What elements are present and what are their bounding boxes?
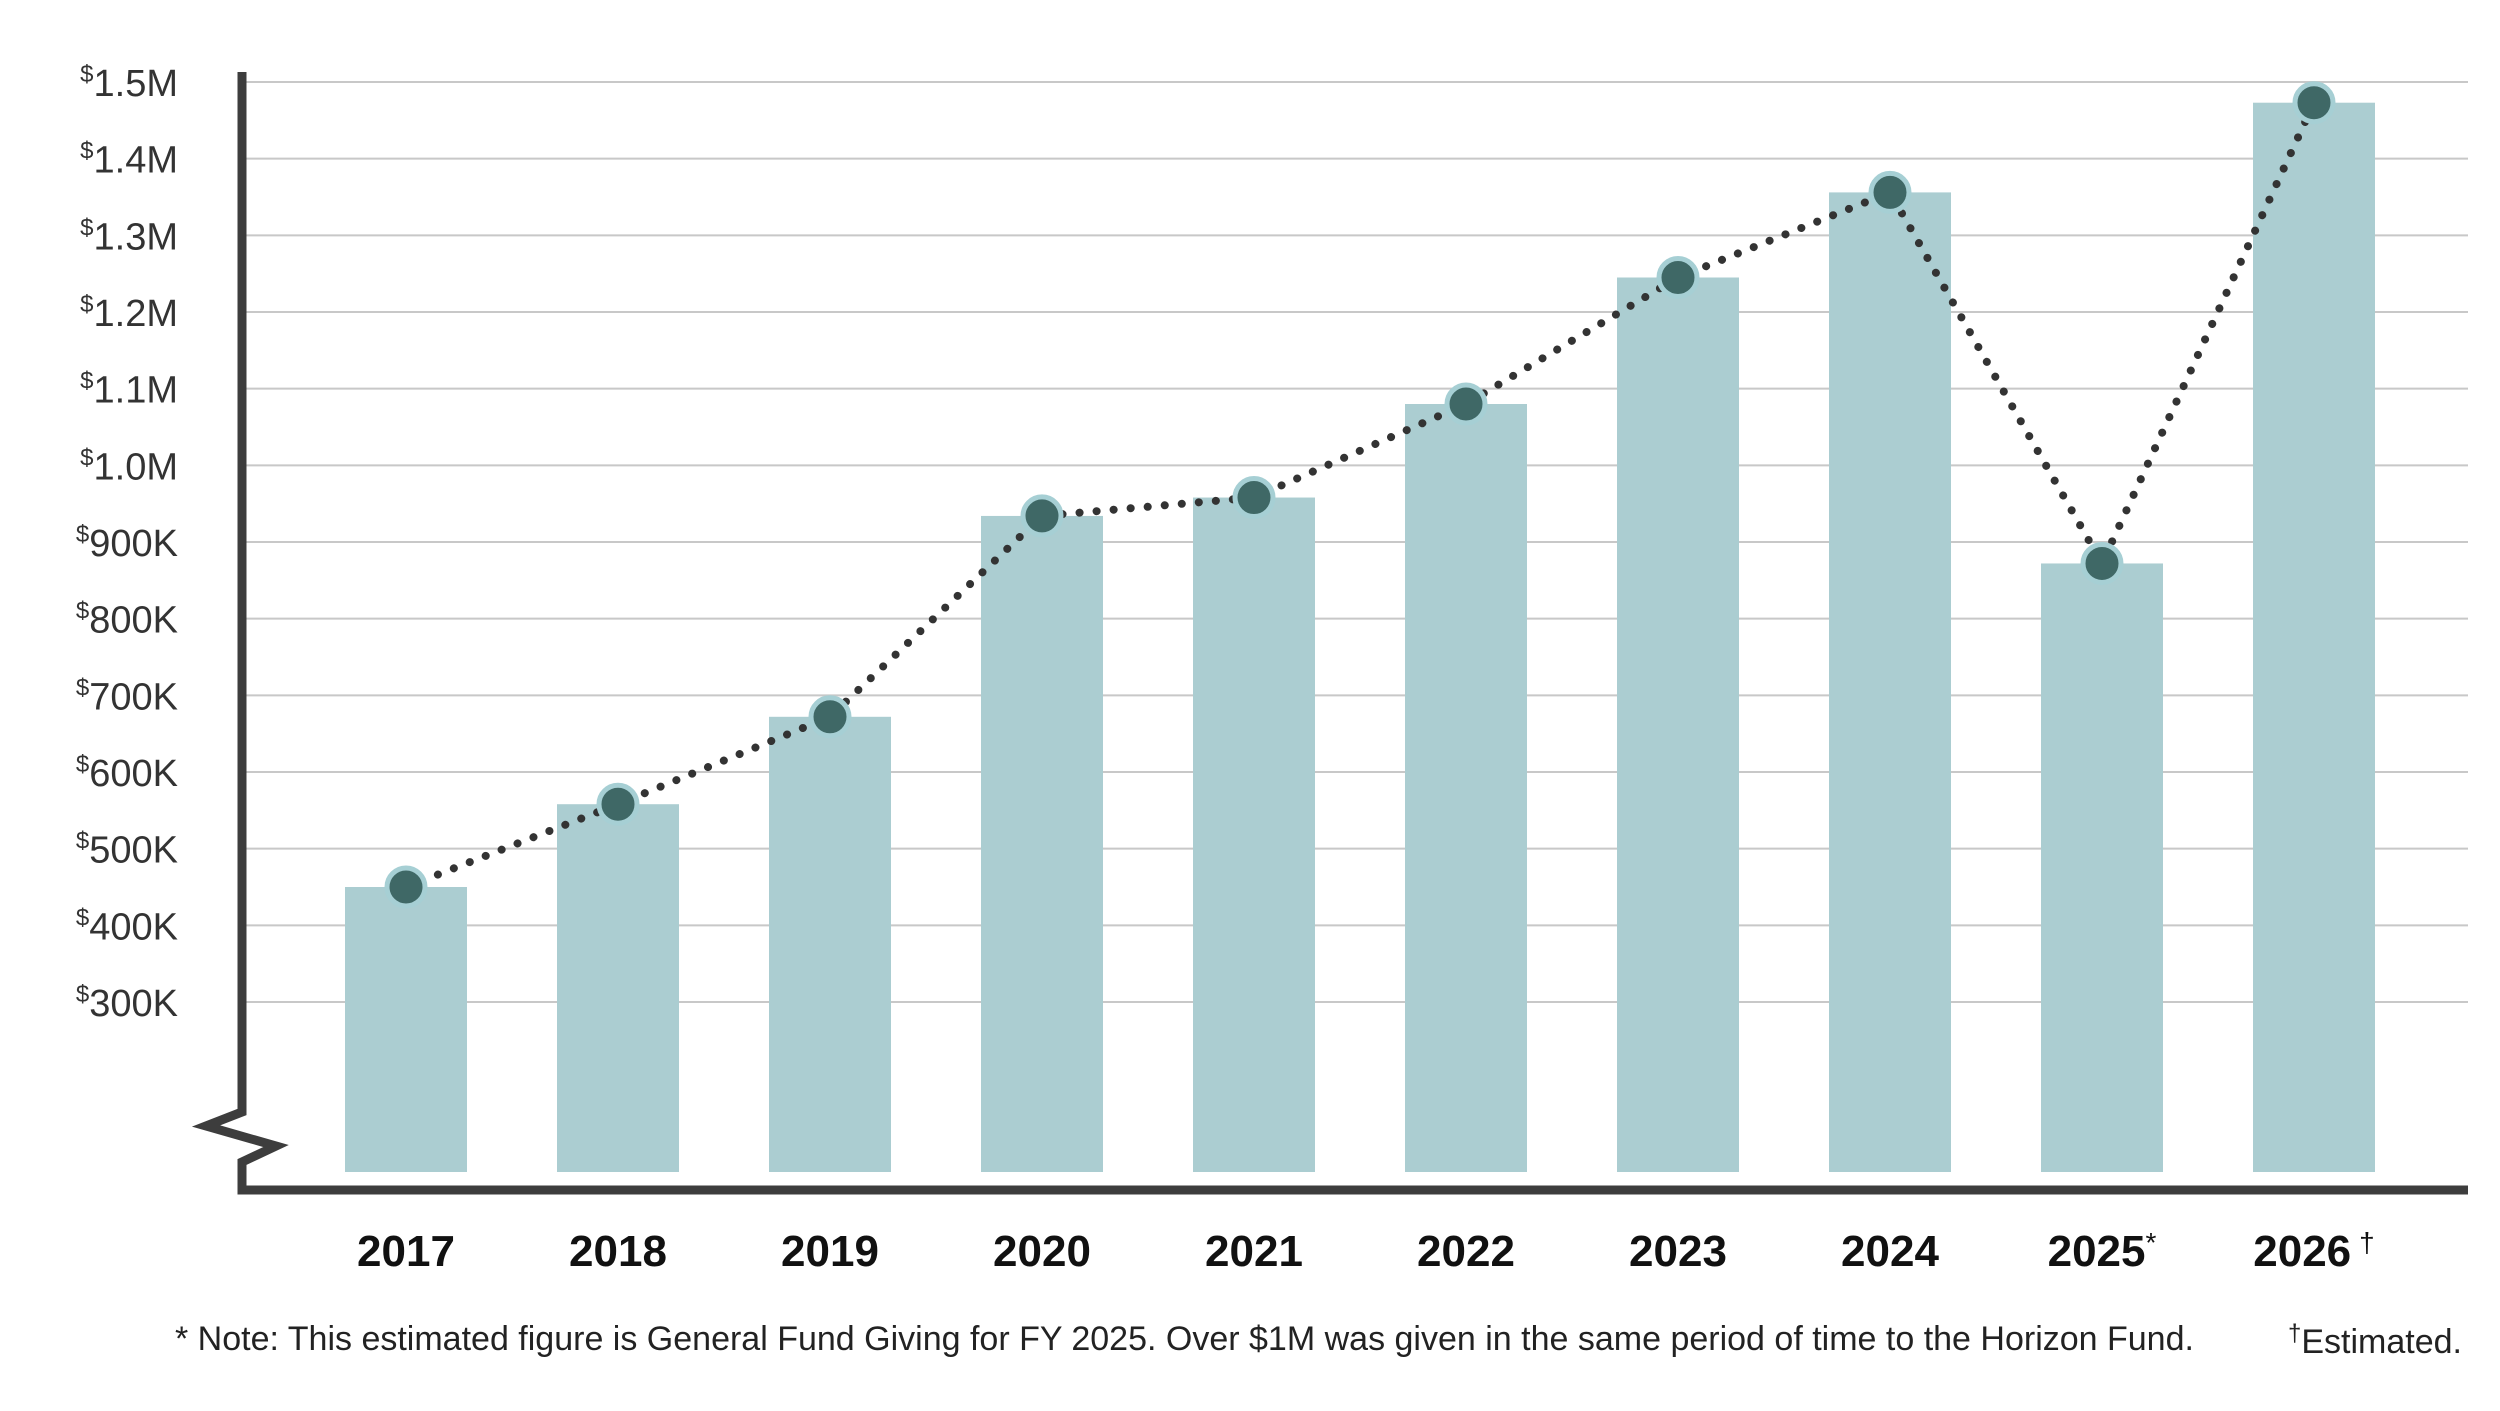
dagger-text: Estimated. [2301, 1323, 2462, 1361]
axis-line-with-break [191, 72, 2468, 1195]
marker-2020 [1020, 494, 1064, 538]
x-tick-label: 2024 [1841, 1227, 1939, 1276]
bar-2017 [345, 887, 467, 1172]
y-axis-labels: $300K $400K $500K $600K $700K $800K $900K $1.0M… [76, 61, 178, 1025]
marker-2021 [1232, 476, 1276, 520]
bar-2023 [1617, 277, 1739, 1172]
bar-2025 [2041, 563, 2163, 1172]
bar-2021 [1193, 497, 1315, 1172]
marker-2022 [1444, 382, 1488, 426]
x-tick-label: 2021 [1205, 1227, 1303, 1276]
y-tick-label: $1.1M [80, 368, 178, 412]
y-tick-label: $800K [76, 598, 178, 642]
bar-2018 [557, 804, 679, 1172]
y-tick-label: $1.0M [80, 444, 178, 488]
x-tick-label: 2026 † [2253, 1227, 2374, 1276]
y-tick-label: $1.2M [80, 291, 178, 335]
x-tick-label: 2018 [569, 1227, 667, 1276]
marker-2023 [1656, 256, 1700, 299]
y-tick-label: $400K [76, 904, 178, 948]
marker-2026 [2292, 81, 2336, 125]
bar-2026 [2253, 102, 2375, 1173]
marker-2025 [2080, 541, 2124, 585]
y-tick-label: $700K [76, 674, 178, 718]
trend-markers [384, 81, 2336, 909]
bar-2020 [981, 515, 1103, 1172]
x-axis-labels: 2017 2018 2019 2020 2021 2022 2023 2024 2025* 202… [357, 1227, 2375, 1276]
marker-2019 [808, 695, 852, 739]
y-tick-label: $500K [76, 828, 178, 872]
y-tick-label: $300K [76, 981, 178, 1025]
x-tick-label: 2025* [2048, 1227, 2157, 1276]
y-tick-label: $900K [76, 521, 178, 565]
marker-2024 [1868, 170, 1912, 214]
x-tick-label: 2020 [993, 1227, 1091, 1276]
y-tick-label: $1.3M [80, 214, 178, 258]
y-tick-label: $1.5M [80, 61, 178, 105]
marker-2017 [384, 865, 428, 909]
trend-line-path [402, 98, 2318, 891]
footnote-note: * Note: This estimated figure is General… [175, 1320, 2194, 1358]
footnote-estimated: †Estimated. [2288, 1320, 2462, 1362]
y-tick-label: $600K [76, 751, 178, 795]
dagger-mark: † [2288, 1320, 2302, 1347]
marker-2018 [596, 782, 640, 826]
bar-2024 [1829, 192, 1951, 1172]
x-tick-label: 2023 [1629, 1227, 1727, 1276]
bar-2022 [1405, 404, 1527, 1172]
x-tick-label: 2017 [357, 1227, 455, 1276]
bars [345, 102, 2375, 1173]
x-tick-label: 2022 [1417, 1227, 1515, 1276]
axes [191, 72, 2468, 1195]
y-tick-label: $1.4M [80, 138, 178, 182]
bar-2019 [769, 716, 891, 1172]
x-tick-label: 2019 [781, 1227, 879, 1276]
trend-line [402, 98, 2318, 891]
